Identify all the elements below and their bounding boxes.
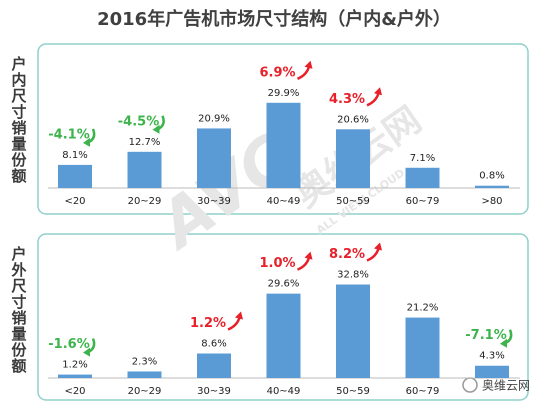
chart-title: 2016年广告机市场尺寸结构（户内&户外）: [97, 8, 451, 30]
change-label: -4.5%: [118, 114, 159, 129]
value-label: 0.8%: [479, 171, 504, 182]
change-arrow-head: [374, 87, 382, 96]
value-label: 12.7%: [129, 137, 161, 148]
bar: [58, 164, 92, 188]
x-tick-label: <20: [64, 386, 85, 397]
x-tick-label: 20~29: [128, 196, 162, 207]
change-label: -7.1%: [465, 328, 506, 343]
bar: [405, 317, 440, 378]
change-arrow-head: [374, 242, 382, 251]
x-tick-label: 20~29: [128, 386, 162, 397]
x-tick-label: 30~39: [197, 196, 231, 207]
change-arrow-head: [500, 338, 507, 348]
y-axis-label: 户内尺寸销量份额: [10, 55, 28, 184]
value-label: 8.1%: [62, 150, 87, 161]
change-label: 1.0%: [259, 256, 295, 271]
x-tick-label: 40~49: [267, 196, 301, 207]
bar: [405, 167, 440, 188]
x-tick-label: <20: [64, 196, 85, 207]
x-tick-label: 40~49: [267, 386, 301, 397]
x-tick-label: 50~59: [336, 196, 370, 207]
bar: [475, 365, 509, 378]
value-label: 29.6%: [268, 279, 300, 290]
bar: [266, 102, 301, 188]
value-label: 1.2%: [62, 360, 87, 371]
value-label: 2.3%: [132, 356, 157, 367]
logo-icon: [462, 377, 478, 393]
bar: [475, 185, 509, 188]
change-label: 6.9%: [259, 65, 295, 80]
change-arrow-head: [304, 251, 313, 260]
value-label: 29.9%: [268, 88, 300, 99]
value-label: 20.6%: [337, 114, 369, 125]
x-tick-label: 60~79: [406, 196, 440, 207]
value-label: 7.1%: [410, 153, 435, 164]
change-label: -4.1%: [48, 127, 89, 142]
value-label: 8.6%: [201, 338, 226, 349]
value-label: 20.9%: [198, 113, 230, 124]
value-label: 4.3%: [479, 351, 504, 362]
change-label: -1.6%: [48, 337, 89, 352]
x-tick-label: >80: [481, 196, 502, 207]
bar: [197, 128, 231, 188]
panel: [37, 233, 529, 401]
change-arrow-head: [152, 124, 160, 134]
logo: 奥维云网: [482, 379, 530, 393]
y-axis-label: 户外尺寸销量份额: [10, 245, 28, 374]
bar: [336, 284, 370, 378]
change-label: 4.3%: [329, 92, 365, 107]
change-label: 8.2%: [329, 247, 365, 262]
bar: [266, 293, 301, 378]
change-arrow-head: [83, 347, 90, 357]
change-arrow-head: [304, 60, 313, 69]
change-arrow-head: [83, 137, 90, 147]
x-tick-label: 50~59: [336, 386, 370, 397]
x-tick-label: 60~79: [406, 386, 440, 397]
change-label: 1.2%: [190, 316, 226, 331]
value-label: 21.2%: [407, 303, 439, 314]
bar: [127, 151, 162, 188]
change-arrow-head: [235, 311, 243, 320]
bar: [127, 371, 162, 378]
bar: [197, 353, 231, 378]
x-tick-label: 30~39: [197, 386, 231, 397]
bar: [58, 374, 92, 378]
bar: [336, 129, 370, 188]
panel: [37, 43, 529, 215]
value-label: 32.8%: [337, 270, 369, 281]
